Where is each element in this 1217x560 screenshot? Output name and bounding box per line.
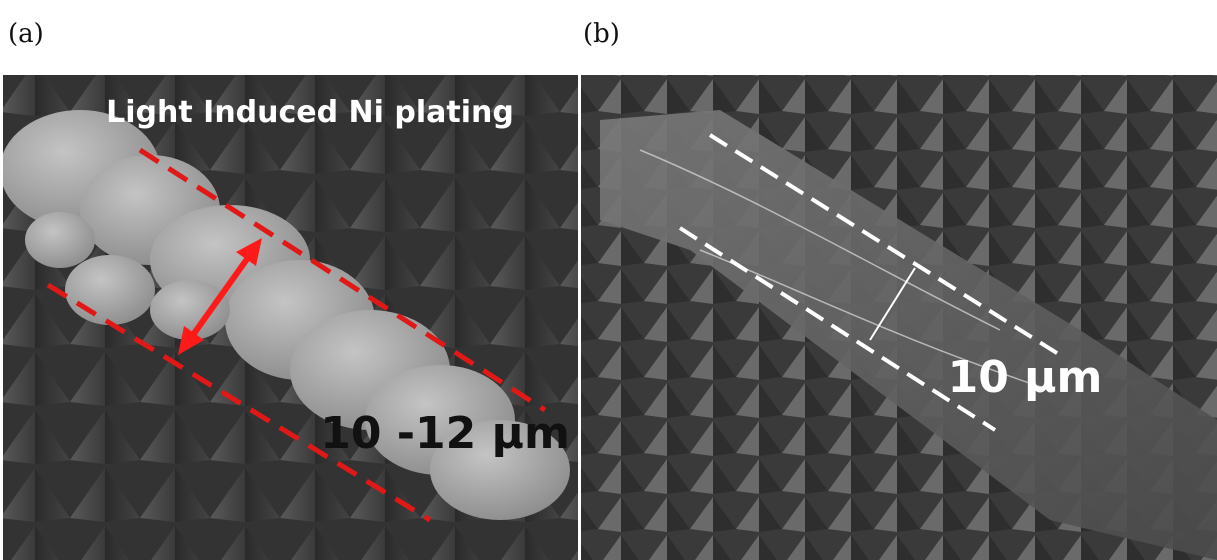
panel-label: (a) [8, 19, 44, 49]
sem-image-b: 10 μm [581, 75, 1217, 560]
panel-label: (b) [583, 19, 620, 49]
sem-image-a: Light Induced Ni plating 10 -12 μm [0, 75, 578, 560]
annotation: 10 -12 μm [320, 408, 570, 459]
figure: (a) (b) Light Induced Ni plating 10 -12 … [0, 0, 1217, 560]
annotation: Light Induced Ni plating [106, 95, 514, 130]
annotation: 10 μm [948, 352, 1103, 403]
